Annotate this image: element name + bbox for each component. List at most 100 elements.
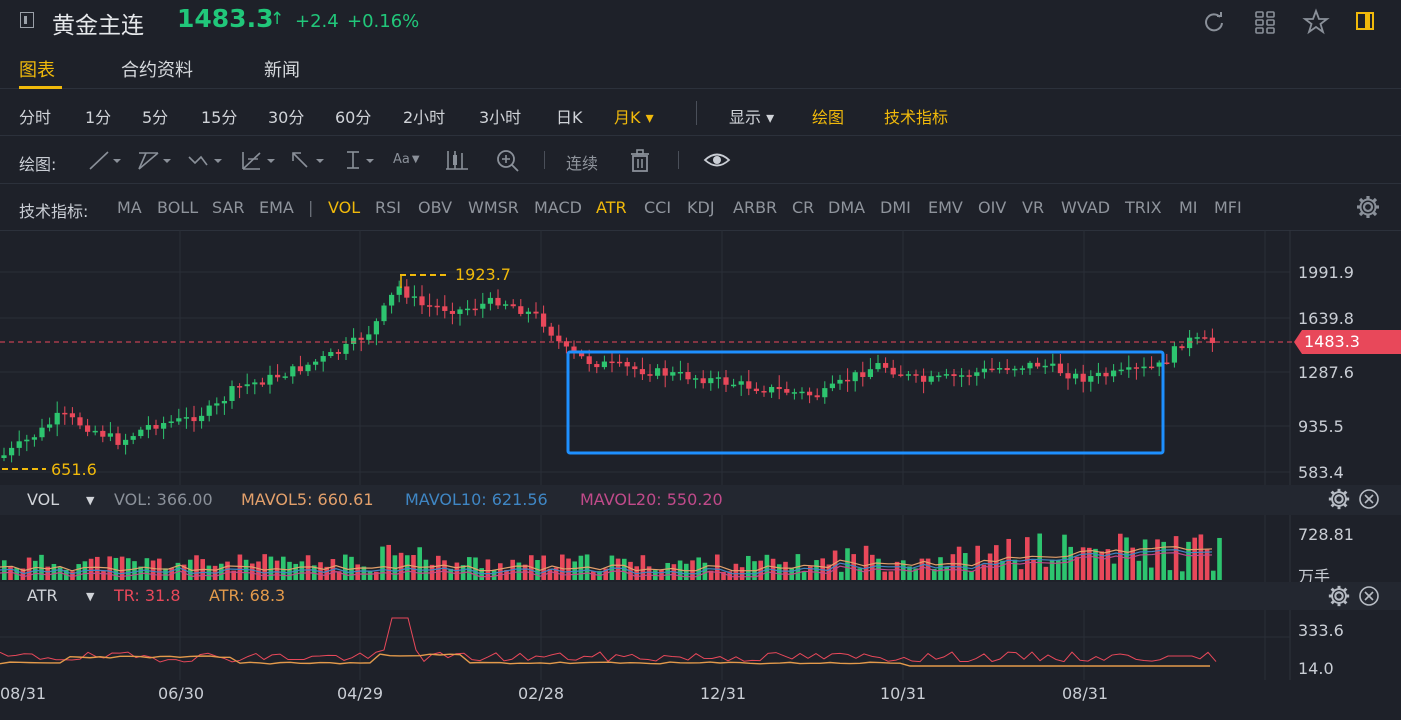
panel-toggle-icon[interactable] xyxy=(20,12,34,28)
indicator-arbr[interactable]: ARBR xyxy=(733,198,778,217)
indicator-wmsr[interactable]: WMSR xyxy=(468,198,519,217)
indicator-cr[interactable]: CR xyxy=(792,198,815,217)
period-5min[interactable]: 5分 xyxy=(142,108,169,127)
indicators-toggle[interactable]: 技术指标 xyxy=(884,108,949,127)
volume-bar xyxy=(491,570,497,580)
volume-bar xyxy=(504,569,509,580)
period-1min[interactable]: 1分 xyxy=(85,108,112,127)
period-2hour[interactable]: 2小时 xyxy=(403,108,446,127)
candle-body xyxy=(974,372,980,376)
vol-dropdown-caret-icon[interactable]: ▼ xyxy=(86,494,95,507)
candle-body xyxy=(677,371,683,374)
indicator-wvad[interactable]: WVAD xyxy=(1061,198,1111,217)
layout-icon[interactable] xyxy=(1352,8,1380,36)
atr-panel-title[interactable]: ATR xyxy=(27,586,58,605)
candle-body xyxy=(723,377,729,385)
indicator-vr[interactable]: VR xyxy=(1022,198,1045,217)
volume-bar xyxy=(417,547,422,580)
candle-body xyxy=(1012,368,1018,371)
period-30min[interactable]: 30分 xyxy=(268,108,305,127)
candle-body xyxy=(753,388,759,392)
indicator-dma[interactable]: DMA xyxy=(828,198,866,217)
candle-body xyxy=(1095,372,1101,377)
candle-body xyxy=(1202,337,1208,339)
indicator-atr[interactable]: ATR xyxy=(596,198,627,217)
draw-toggle[interactable]: 绘图 xyxy=(812,108,845,127)
indicator-obv[interactable]: OBV xyxy=(418,198,453,217)
period-15min[interactable]: 15分 xyxy=(201,108,238,127)
atr-dropdown-caret-icon[interactable]: ▼ xyxy=(86,590,95,603)
indicator-mfi[interactable]: MFI xyxy=(1214,198,1242,217)
vol-close-icon[interactable] xyxy=(1358,488,1380,515)
atr-close-icon[interactable] xyxy=(1358,585,1380,612)
atr-settings-gear-icon[interactable] xyxy=(1327,584,1351,613)
wave-tool-icon[interactable] xyxy=(187,149,225,176)
refresh-icon[interactable] xyxy=(1200,8,1228,36)
continuous-toggle[interactable]: 连续 xyxy=(566,154,599,173)
candle-body xyxy=(480,303,486,309)
indicator-mi[interactable]: MI xyxy=(1179,198,1198,217)
indicator-kdj[interactable]: KDJ xyxy=(687,198,715,217)
volume-bar xyxy=(256,561,261,580)
period-60min[interactable]: 60分 xyxy=(335,108,372,127)
indicator-oiv[interactable]: OIV xyxy=(978,198,1007,217)
mavol5-value: MAVOL5: 660.61 xyxy=(241,490,374,509)
candle-body xyxy=(487,297,493,304)
volume-bar xyxy=(1056,560,1061,580)
fib-tool-icon[interactable] xyxy=(240,149,278,176)
price-axis-label: 1991.9 xyxy=(1298,263,1354,282)
vol-settings-gear-icon[interactable] xyxy=(1327,487,1351,516)
candle-body xyxy=(100,430,106,437)
period-3hour[interactable]: 3小时 xyxy=(479,108,522,127)
indicator-cci[interactable]: CCI xyxy=(644,198,672,217)
text-tool-icon[interactable]: Aa ▼ xyxy=(393,152,420,167)
cursor-tool-icon[interactable] xyxy=(343,149,381,176)
volume-bar xyxy=(119,556,125,580)
indicator-ema[interactable]: EMA xyxy=(259,198,294,217)
candle-body xyxy=(951,374,957,377)
candle-body xyxy=(1080,373,1086,382)
volume-bar xyxy=(925,558,931,580)
indicator-macd[interactable]: MACD xyxy=(534,198,582,217)
period-monthly-dropdown[interactable]: 月K ▾ xyxy=(614,108,654,127)
indicator-boll[interactable]: BOLL xyxy=(157,198,199,217)
period-daily[interactable]: 日K xyxy=(556,108,583,127)
volume-bar xyxy=(305,555,311,580)
period-timeshare[interactable]: 分时 xyxy=(19,108,52,127)
candle-body xyxy=(16,441,22,448)
trash-icon[interactable] xyxy=(629,149,651,178)
candle-body xyxy=(358,337,364,340)
eye-icon[interactable] xyxy=(703,149,731,176)
indicator-rsi[interactable]: RSI xyxy=(375,198,401,217)
line-tool-icon[interactable] xyxy=(88,149,124,176)
star-icon[interactable] xyxy=(1302,8,1330,36)
indicator-dmi[interactable]: DMI xyxy=(880,198,911,217)
settings-gear-icon[interactable] xyxy=(1355,194,1381,224)
arrow-tool-icon[interactable] xyxy=(289,149,327,176)
volume-bar xyxy=(250,563,255,580)
indicator-emv[interactable]: EMV xyxy=(928,198,963,217)
candle-tool-icon[interactable] xyxy=(444,149,470,176)
candle-body xyxy=(191,417,197,422)
candle-body xyxy=(921,375,927,382)
tab-news[interactable]: 新闻 xyxy=(264,60,300,81)
indicator-ma[interactable]: MA xyxy=(117,198,142,217)
candle-body xyxy=(77,417,83,426)
header: 黄金主连 1483.3 ↑ +2.4 +0.16% xyxy=(0,0,1401,44)
indicator-vol[interactable]: VOL xyxy=(328,198,361,217)
vol-panel-title[interactable]: VOL xyxy=(27,490,60,509)
ray-tool-icon[interactable] xyxy=(136,149,174,176)
candle-body xyxy=(883,363,889,368)
kline-chart[interactable] xyxy=(0,230,1401,720)
tab-chart[interactable]: 图表 xyxy=(19,60,55,81)
grid-icon[interactable] xyxy=(1251,8,1279,36)
candle-body xyxy=(214,403,220,406)
tab-contract-info[interactable]: 合约资料 xyxy=(121,60,193,81)
indicator-sar[interactable]: SAR xyxy=(212,198,245,217)
display-dropdown[interactable]: 显示 ▾ xyxy=(729,108,775,127)
atr-axis-min: 14.0 xyxy=(1298,659,1334,678)
zoom-icon[interactable] xyxy=(496,149,522,178)
indicator-trix[interactable]: TRIX xyxy=(1125,198,1162,217)
candle-body xyxy=(396,286,402,295)
candle-body xyxy=(39,427,45,438)
